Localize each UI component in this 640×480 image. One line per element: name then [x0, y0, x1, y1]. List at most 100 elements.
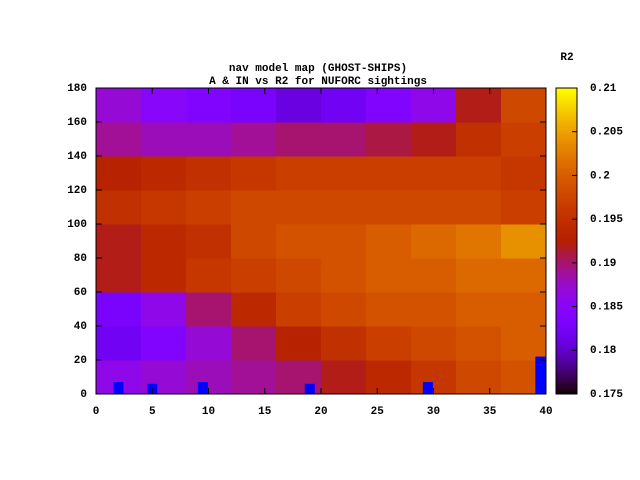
colorbar-swatch [556, 284, 577, 288]
heat-cell [96, 258, 142, 293]
marker-bar [535, 356, 546, 394]
colorbar-swatch [556, 263, 577, 267]
x-tick-label: 30 [427, 406, 440, 418]
y-tick-label: 80 [74, 253, 87, 265]
colorbar-swatch [556, 261, 577, 265]
x-tick-label: 20 [314, 406, 327, 418]
heat-cell [231, 122, 277, 157]
heat-cell [96, 326, 142, 361]
colorbar-swatch [556, 136, 577, 140]
colorbar-swatch [556, 174, 577, 178]
colorbar-swatch [556, 320, 577, 324]
colorbar-swatch [556, 212, 577, 216]
y-tick-label: 60 [74, 287, 87, 299]
colorbar-swatch [556, 169, 577, 173]
heat-cell [186, 122, 232, 157]
colorbar-swatch [556, 128, 577, 132]
heat-cell [456, 258, 502, 293]
colorbar-swatch [556, 251, 577, 255]
colorbar-swatch [556, 348, 577, 352]
colorbar-swatch [556, 373, 577, 377]
x-tick-label: 40 [539, 406, 552, 418]
heat-cell [276, 224, 322, 259]
colorbar-swatch [556, 167, 577, 171]
colorbar-swatch [556, 146, 577, 150]
colorbar-swatch [556, 220, 577, 224]
colorbar-tick-label: 0.21 [590, 83, 617, 95]
marker-bar [197, 382, 208, 394]
heat-cell [366, 122, 412, 157]
colorbar-swatch [556, 381, 577, 385]
colorbar-swatch [556, 131, 577, 135]
x-tick-label: 35 [483, 406, 497, 418]
heat-cell [366, 292, 412, 327]
colorbar-swatch [556, 314, 577, 318]
heat-cell [231, 156, 277, 191]
colorbar-swatch [556, 256, 577, 260]
colorbar-swatch [556, 113, 577, 117]
heat-cell [456, 360, 502, 395]
heat-cell [96, 190, 142, 225]
heat-cell [411, 258, 457, 293]
heat-cell [321, 224, 367, 259]
y-tick-label: 180 [67, 83, 87, 95]
colorbar-swatch [556, 294, 577, 298]
colorbar-swatch [556, 343, 577, 347]
marker-bar [422, 382, 433, 394]
colorbar-swatch [556, 297, 577, 301]
chart-subtitle: A & IN vs R2 for NUFORC sightings [209, 76, 427, 88]
colorbar-swatch [556, 207, 577, 211]
colorbar-swatch [556, 154, 577, 158]
heat-cell [141, 258, 187, 293]
heat-cell [276, 258, 322, 293]
colorbar-tick-label: 0.205 [590, 127, 623, 139]
colorbar-swatch [556, 205, 577, 209]
colorbar-swatch [556, 241, 577, 245]
colorbar-swatch [556, 337, 577, 341]
colorbar-swatch [556, 156, 577, 160]
colorbar-swatch [556, 355, 577, 359]
colorbar-swatch [556, 302, 577, 306]
heat-cell [411, 190, 457, 225]
colorbar-swatch [556, 218, 577, 222]
colorbar-swatch [556, 292, 577, 296]
colorbar-swatch [556, 376, 577, 380]
heat-cell [411, 292, 457, 327]
colorbar-swatch [556, 317, 577, 321]
heat-cell [501, 122, 547, 157]
colorbar-swatch [556, 246, 577, 250]
colorbar-tick-label: 0.185 [590, 301, 623, 313]
colorbar-label: R2 [560, 52, 573, 64]
colorbar-swatch [556, 90, 577, 94]
colorbar-swatch [556, 187, 577, 191]
colorbar-swatch [556, 182, 577, 186]
colorbar-swatch [556, 243, 577, 247]
colorbar-swatch [556, 345, 577, 349]
x-tick-label: 15 [258, 406, 272, 418]
heat-cell [456, 292, 502, 327]
marker-bar [304, 383, 315, 394]
heat-cell [366, 224, 412, 259]
heat-cell [141, 88, 187, 123]
heat-cell [456, 326, 502, 361]
colorbar-swatch [556, 371, 577, 375]
heat-cell [411, 224, 457, 259]
colorbar-swatch [556, 332, 577, 336]
heat-cell [96, 88, 142, 123]
colorbar-swatch [556, 383, 577, 387]
colorbar-swatch [556, 391, 577, 395]
colorbar-swatch [556, 149, 577, 153]
colorbar-swatch [556, 271, 577, 275]
colorbar-swatch [556, 279, 577, 283]
heat-cell [501, 292, 547, 327]
heat-cell [456, 88, 502, 123]
heat-cell [231, 224, 277, 259]
colorbar-swatch [556, 225, 577, 229]
colorbar-swatch [556, 123, 577, 127]
colorbar-swatch [556, 281, 577, 285]
y-tick-label: 120 [67, 185, 87, 197]
heat-cell [186, 190, 232, 225]
x-tick-label: 10 [202, 406, 215, 418]
colorbar-swatch [556, 110, 577, 114]
